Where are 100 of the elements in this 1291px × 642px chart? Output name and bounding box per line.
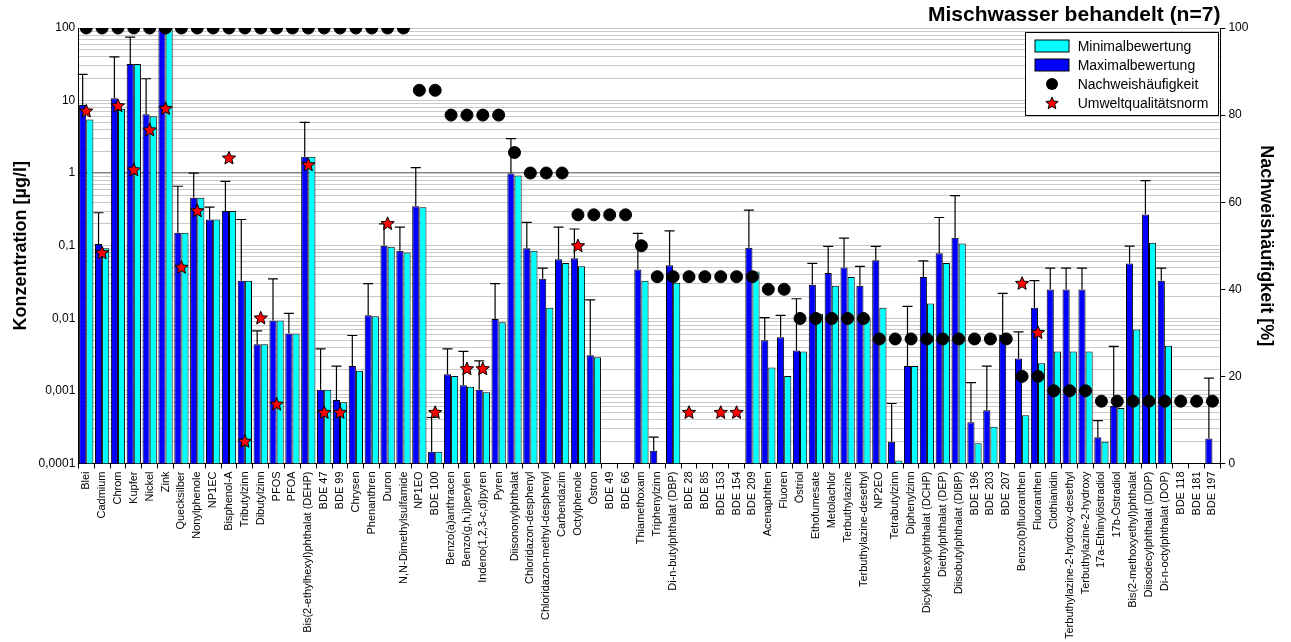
x-tick-label: BDE 49 xyxy=(602,471,615,510)
x-tick-label: BDE 28 xyxy=(682,471,695,510)
x-tick-label: Fluoren xyxy=(777,471,790,509)
x-tick-label: Bisphenol-A xyxy=(222,470,235,531)
x-tick-label: N,N-Dimethylsulfamide xyxy=(396,471,409,584)
y-tick-label: 1 xyxy=(68,165,76,180)
point xyxy=(142,122,157,137)
x-tick-label: Dibutylzinn xyxy=(253,471,266,526)
point xyxy=(174,260,189,274)
x-tick-label: Octylphenole xyxy=(570,471,583,536)
x-tick-label: Chrysen xyxy=(348,471,361,513)
y-tick-label: 0,1 xyxy=(58,238,76,253)
x-tick-label: BDE 99 xyxy=(333,471,346,510)
y2-tick-label: 60 xyxy=(1228,194,1243,209)
x-tick-label: PFOS xyxy=(269,471,282,502)
point xyxy=(110,98,126,113)
point xyxy=(190,203,205,218)
x-tick-label: BDE 100 xyxy=(428,471,441,516)
x-tick-label: Chrom xyxy=(110,471,123,505)
y2-tick-label: 100 xyxy=(1228,20,1249,35)
x-tick-label: BDE 181 xyxy=(1189,471,1202,516)
point xyxy=(237,434,253,448)
x-tick-label: Pyren xyxy=(491,471,504,501)
x-tick-label: Östron xyxy=(586,471,599,505)
x-tick-label: Metolachlor xyxy=(824,471,837,529)
x-tick-label: NP1EC xyxy=(206,471,219,509)
point xyxy=(301,157,316,172)
x-tick-label: Di-n-butylphthalat (DBP) xyxy=(666,471,679,591)
x-tick-label: BDE 118 xyxy=(1173,471,1186,515)
legend-label: Maximalbewertung xyxy=(1077,56,1196,73)
point xyxy=(79,103,94,118)
legend-label: Umweltqualitätsnorm xyxy=(1077,94,1209,111)
point xyxy=(1014,276,1030,290)
point xyxy=(158,101,173,115)
y-tick-label: 10 xyxy=(61,92,76,107)
x-tick-label: Nonylphenole xyxy=(190,471,203,539)
x-tick-label: PFOA xyxy=(285,470,298,502)
x-tick-label: Carbendazim xyxy=(555,471,568,537)
point xyxy=(1030,325,1046,340)
x-tick-label: Fluoranthen xyxy=(1030,471,1043,531)
x-tick-label: Diisodecylphthalat (DIDP) xyxy=(1142,471,1155,598)
x-tick-label: 17b-Östradiol xyxy=(1110,471,1123,538)
point xyxy=(94,245,110,260)
point xyxy=(332,405,348,419)
x-tick-label: Tetrabutylzinn xyxy=(888,471,901,540)
y2-tick-label: 40 xyxy=(1228,281,1243,296)
x-tick-label: Cadmium xyxy=(95,471,108,519)
y2-tick-label: 0 xyxy=(1228,455,1236,470)
x-tick-label: Terbuthylazine xyxy=(840,471,853,543)
y-tick-label: 100 xyxy=(55,20,76,35)
point xyxy=(317,405,332,419)
x-tick-label: Diphenylzinn xyxy=(904,471,917,535)
x-tick-label: Phenanthren xyxy=(364,471,377,535)
x-tick-label: BDE 154 xyxy=(729,471,742,516)
chart-title: Mischwasser behandelt (n=7) xyxy=(928,2,1221,26)
point xyxy=(221,150,237,165)
x-tick-label: Östriol xyxy=(793,471,806,504)
point xyxy=(713,405,728,419)
point xyxy=(570,238,586,253)
x-tick-label: Dicyklohexylphthalat (DCHP) xyxy=(919,471,932,614)
x-tick-label: Terbuthylazine-2-hydroxy-desethyl xyxy=(1062,471,1075,640)
x-tick-label: NP2EO xyxy=(872,471,885,509)
x-tick-label: Bis(2-methoxyethyl)phthalat xyxy=(1126,471,1139,608)
x-tick-label: Di-n-octylphthalat (DOP) xyxy=(1157,471,1170,592)
x-tick-label: Diisobutylphthalat (DIBP) xyxy=(951,471,964,595)
x-tick-label: NP1EO xyxy=(412,471,425,509)
x-tick-label: Quecksilber xyxy=(174,471,187,530)
x-tick-label: Acenaphthen xyxy=(761,471,774,537)
point xyxy=(681,405,697,419)
x-tick-label: Bis(2-ethylhexyl)phthalat (DEHP) xyxy=(301,471,314,633)
x-tick-label: Benzo(b)fluoranthen xyxy=(1015,471,1028,572)
x-tick-label: Ethofumesate xyxy=(808,471,821,540)
y-tick-label: 0,001 xyxy=(45,383,76,398)
x-tick-label: Chloridazon-methyl-desphenyl xyxy=(539,471,552,621)
y-axis-title: Konzentration [µg/l] xyxy=(9,161,30,331)
x-tick-label: BDE 197 xyxy=(1205,471,1218,516)
x-tick-label: BDE 153 xyxy=(713,471,726,516)
y2-axis-title: Nachweishäufigkeit [%] xyxy=(1257,145,1278,347)
point xyxy=(459,361,475,376)
x-tick-label: Benzo(g,h,i)perylen xyxy=(459,471,472,567)
x-tick-label: BDE 207 xyxy=(999,471,1012,516)
x-tick-label: 17a-Ethinylöstradiol xyxy=(1094,471,1107,569)
y2-tick-label: 20 xyxy=(1228,368,1243,383)
x-tick-label: Diisononylphthalat xyxy=(507,471,520,562)
point xyxy=(380,216,395,231)
x-tick-label: BDE 47 xyxy=(317,471,330,510)
x-tick-label: Terbuthylazine-2-hydroxy xyxy=(1078,470,1091,595)
point xyxy=(269,396,284,411)
x-tick-label: Nickel xyxy=(142,471,155,502)
x-tick-label: Chloridazon-desphenyl xyxy=(523,471,536,584)
x-tick-label: Tributylzinn xyxy=(237,471,250,528)
x-tick-label: Kupfer xyxy=(126,471,139,504)
x-tick-label: BDE 196 xyxy=(967,471,980,516)
y-tick-label: 0,0001 xyxy=(38,455,76,470)
legend-label: Nachweishäufigkeit xyxy=(1077,75,1199,92)
x-tick-label: BDE 66 xyxy=(618,471,631,510)
x-tick-label: Clothianidin xyxy=(1046,471,1059,529)
x-tick-label: Benzo(a)anthracen xyxy=(444,471,457,566)
x-tick-label: Diethylphthalat (DEP) xyxy=(935,471,948,578)
x-tick-label: BDE 203 xyxy=(983,471,996,516)
